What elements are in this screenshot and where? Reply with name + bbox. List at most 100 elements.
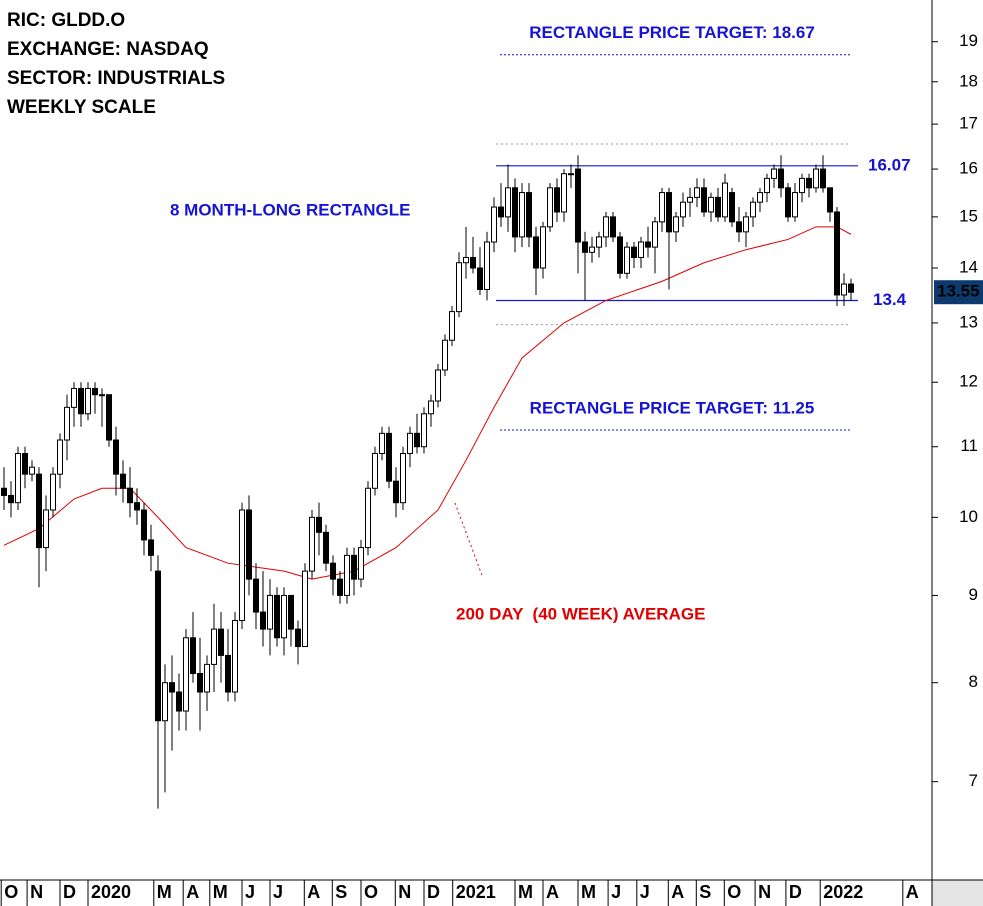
candle-body <box>701 187 708 213</box>
candle-body <box>455 262 462 313</box>
candle-body <box>329 562 336 580</box>
candle-body <box>28 466 35 475</box>
candle-body <box>294 628 301 648</box>
x-tick-label: 2020 <box>91 882 131 902</box>
y-tick-label: 7 <box>969 771 978 790</box>
candle-body <box>463 256 469 264</box>
candle-body <box>21 452 28 475</box>
x-tick-label: J <box>245 882 255 902</box>
x-tick-label: A <box>546 882 559 902</box>
candle-body <box>182 637 189 712</box>
candle-body <box>189 637 196 674</box>
candle-body <box>35 473 42 549</box>
y-tick-label: 9 <box>969 585 978 604</box>
y-tick-label: 16 <box>959 159 978 178</box>
candle-body <box>266 594 273 630</box>
candle-body <box>7 494 14 504</box>
corner-box <box>932 880 983 906</box>
y-tick-label: 19 <box>959 31 978 50</box>
candle-body <box>42 509 49 549</box>
rectangle-label: 8 MONTH-LONG RECTANGLE <box>170 200 411 219</box>
candle-body <box>364 487 371 549</box>
candle-body <box>561 173 568 213</box>
candle-body <box>596 236 603 248</box>
y-tick-label: 18 <box>959 71 978 90</box>
x-tick-label: M <box>518 882 533 902</box>
x-tick-label: D <box>789 882 802 902</box>
target-label: RECTANGLE PRICE TARGET: 18.67 <box>529 23 815 42</box>
ma-pointer <box>454 502 484 579</box>
candle-body <box>498 206 505 218</box>
candle-body <box>533 236 540 269</box>
x-tick-label: D <box>63 882 76 902</box>
x-tick-label: M <box>213 882 228 902</box>
last-price-label: 13.55 <box>937 282 980 301</box>
candle-body <box>315 516 322 533</box>
candle-body <box>252 578 259 613</box>
candle-body <box>273 594 280 639</box>
candle-body <box>399 452 406 504</box>
candle-body <box>582 241 589 253</box>
candle-body <box>14 452 21 504</box>
rectangle-level-label: 13.4 <box>873 290 907 309</box>
x-tick-label: O <box>727 882 741 902</box>
candle-body <box>736 221 743 233</box>
candle-body <box>687 196 694 203</box>
candle-body <box>196 672 203 693</box>
x-tick-label: N <box>758 882 771 902</box>
candle-body <box>820 168 827 189</box>
candle-body <box>554 187 561 213</box>
x-tick-label: N <box>30 882 43 902</box>
candle-body <box>175 691 182 712</box>
candle-body <box>119 473 126 489</box>
candle-body <box>105 394 112 441</box>
candle-body <box>350 554 357 580</box>
candle-body <box>813 168 820 189</box>
candle-body <box>617 236 624 274</box>
candle-body <box>0 487 7 496</box>
candle-body <box>799 177 806 194</box>
candle-body <box>378 432 385 454</box>
x-tick-label: J <box>640 882 650 902</box>
x-tick-label: J <box>611 882 621 902</box>
candle-body <box>680 201 687 218</box>
candle-body <box>238 509 245 622</box>
ma-label: 200 DAY (40 WEEK) AVERAGE <box>456 604 705 623</box>
candle-body <box>140 509 147 541</box>
rectangle-level-label: 16.07 <box>868 155 911 174</box>
candle-body <box>448 311 455 341</box>
candle-body <box>477 267 484 290</box>
candle-body <box>743 216 750 233</box>
candle-body <box>526 192 533 238</box>
candle-body <box>764 177 771 194</box>
info-line: SECTOR: INDUSTRIALS <box>7 68 225 89</box>
candle-body <box>413 432 420 448</box>
x-tick-label: N <box>398 882 411 902</box>
candle-body <box>154 570 161 722</box>
candle-body <box>652 221 659 248</box>
x-tick-label: S <box>335 882 347 902</box>
candle-body <box>722 182 729 218</box>
candle-body <box>729 192 736 223</box>
target-label: RECTANGLE PRICE TARGET: 11.25 <box>530 399 815 418</box>
x-tick-label: D <box>427 882 440 902</box>
candle-body <box>434 369 441 402</box>
candle-body <box>659 192 666 223</box>
candle-body <box>512 187 519 238</box>
candle-body <box>848 283 855 293</box>
candle-body <box>210 628 217 665</box>
x-tick-label: M <box>157 882 172 902</box>
candle-body <box>519 192 526 238</box>
x-tick-label: A <box>186 882 199 902</box>
x-tick-label: S <box>699 882 711 902</box>
candle-body <box>715 196 722 218</box>
candle-body <box>470 256 477 269</box>
candle-body <box>70 387 77 408</box>
candle-body <box>133 502 140 511</box>
candle-body <box>91 387 98 396</box>
candle-body <box>98 394 105 397</box>
y-tick-label: 13 <box>959 312 978 331</box>
candle-body <box>610 216 617 238</box>
x-tick-label: 2021 <box>456 882 496 902</box>
candle-body <box>505 187 512 218</box>
